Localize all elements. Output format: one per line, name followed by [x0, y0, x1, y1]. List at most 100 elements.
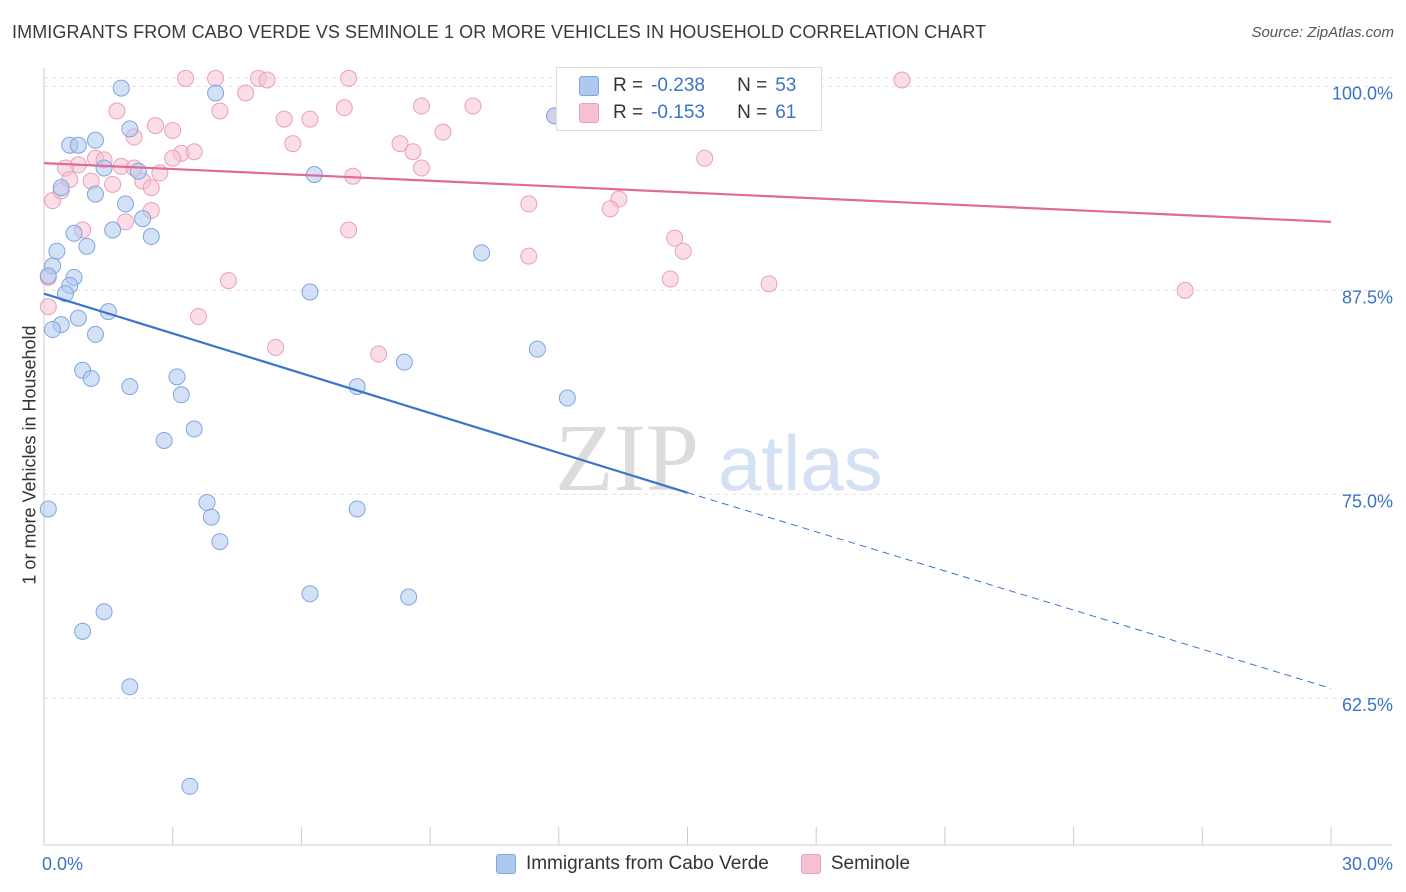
cabo-verde-point — [52, 179, 70, 197]
seminole-point — [340, 221, 358, 239]
cabo-verde-point — [202, 508, 220, 526]
seminole-point — [696, 149, 714, 167]
y-tick-label: 100.0% — [1332, 83, 1393, 103]
seminole-point — [1176, 281, 1194, 299]
cabo-verde-point — [301, 585, 319, 603]
legend-swatch-blue — [495, 854, 516, 874]
cabo-verde-point — [395, 353, 413, 371]
series-legend: Immigrants from Cabo Verde Seminole — [0, 850, 1406, 878]
seminole-point — [207, 69, 225, 87]
seminole-point — [237, 84, 255, 102]
cabo-verde-point — [400, 588, 418, 606]
n-value: 61 — [775, 102, 797, 123]
cabo-verde-point — [301, 283, 319, 301]
cabo-verde-trend-extension — [687, 492, 1332, 689]
seminole-point — [219, 272, 237, 290]
cabo-verde-point — [117, 195, 135, 213]
cabo-verde-point — [39, 267, 57, 285]
cabo-verde-point — [69, 309, 87, 327]
seminole-point — [340, 69, 358, 87]
cabo-verde-point — [185, 420, 203, 438]
seminole-point — [601, 200, 619, 218]
y-tick-label: 62.5% — [1342, 695, 1393, 715]
cabo-verde-point — [168, 368, 186, 386]
n-label: N = — [737, 75, 768, 96]
cabo-verde-point — [473, 244, 491, 262]
seminole-point — [413, 97, 431, 115]
cabo-verde-point — [39, 500, 57, 518]
stats-row-seminole: R = -0.153 N = 61 — [579, 101, 796, 125]
seminole-point — [434, 123, 452, 141]
cabo-verde-trend-line — [43, 292, 688, 494]
watermark-zip: ZIP — [555, 404, 699, 511]
cabo-verde-point — [129, 162, 147, 180]
cabo-verde-point — [121, 378, 139, 396]
y-tick-label: 75.0% — [1342, 491, 1393, 511]
chart-title: IMMIGRANTS FROM CABO VERDE VS SEMINOLE 1… — [12, 22, 987, 42]
n-label: N = — [737, 102, 768, 123]
seminole-point — [142, 179, 160, 197]
seminole-points — [39, 69, 1194, 363]
seminole-point — [520, 195, 538, 213]
r-label: R = — [613, 102, 644, 123]
seminole-point — [189, 307, 207, 325]
cabo-verde-point — [86, 131, 104, 149]
watermark-atlas: atlas — [718, 419, 883, 507]
seminole-point — [674, 242, 692, 260]
seminole-point — [335, 99, 353, 117]
seminole-point — [164, 149, 182, 167]
seminole-point — [164, 122, 182, 140]
axes — [43, 68, 1392, 846]
seminole-point — [284, 135, 302, 153]
cabo-verde-point — [155, 431, 173, 449]
cabo-verde-point — [181, 777, 199, 795]
cabo-verde-point — [172, 386, 190, 404]
cabo-verde-point — [82, 369, 100, 387]
legend-swatch-pink — [579, 103, 599, 123]
seminole-point — [147, 117, 165, 135]
seminole-point — [413, 159, 431, 177]
cabo-verde-point — [78, 237, 96, 255]
n-value: 53 — [775, 75, 797, 96]
seminole-point — [661, 270, 679, 288]
stats-row-cabo-verde: R = -0.238 N = 53 — [579, 74, 796, 98]
seminole-point — [185, 143, 203, 161]
cabo-verde-point — [48, 242, 66, 260]
cabo-verde-point — [69, 136, 87, 154]
cabo-verde-point — [112, 79, 130, 97]
x-tick-label: 30.0% — [1342, 854, 1393, 874]
gridlines — [44, 77, 1392, 699]
x-tick-labels: 0.0% 30.0% — [42, 854, 1393, 874]
seminole-point — [893, 71, 911, 89]
cabo-verde-point — [558, 389, 576, 407]
legend-item-cabo-verde: Immigrants from Cabo Verde — [495, 853, 769, 875]
cabo-verde-point — [198, 493, 216, 511]
seminole-point — [391, 135, 409, 153]
seminole-point — [267, 338, 285, 356]
legend-label: Seminole — [830, 853, 911, 874]
cabo-verde-point — [65, 224, 83, 242]
seminole-point — [258, 71, 276, 89]
cabo-verde-point — [44, 321, 62, 339]
cabo-verde-point — [211, 533, 229, 551]
cabo-verde-points — [39, 79, 576, 795]
cabo-verde-point — [121, 678, 139, 696]
x-tick-label: 0.0% — [42, 854, 83, 874]
seminole-point — [211, 102, 229, 120]
cabo-verde-point — [121, 120, 139, 138]
cabo-verde-point — [74, 622, 92, 640]
cabo-verde-point — [207, 84, 225, 102]
seminole-point — [301, 110, 319, 128]
seminole-point — [117, 213, 135, 231]
seminole-point — [464, 97, 482, 115]
r-value: -0.238 — [651, 75, 705, 96]
seminole-point — [666, 229, 684, 247]
cabo-verde-point — [95, 159, 113, 177]
seminole-point — [760, 275, 778, 293]
cabo-verde-point — [56, 285, 74, 303]
seminole-point — [404, 143, 422, 161]
seminole-point — [275, 110, 293, 128]
seminole-point — [104, 175, 122, 193]
r-value: -0.153 — [651, 102, 705, 123]
cabo-verde-point — [104, 221, 122, 239]
